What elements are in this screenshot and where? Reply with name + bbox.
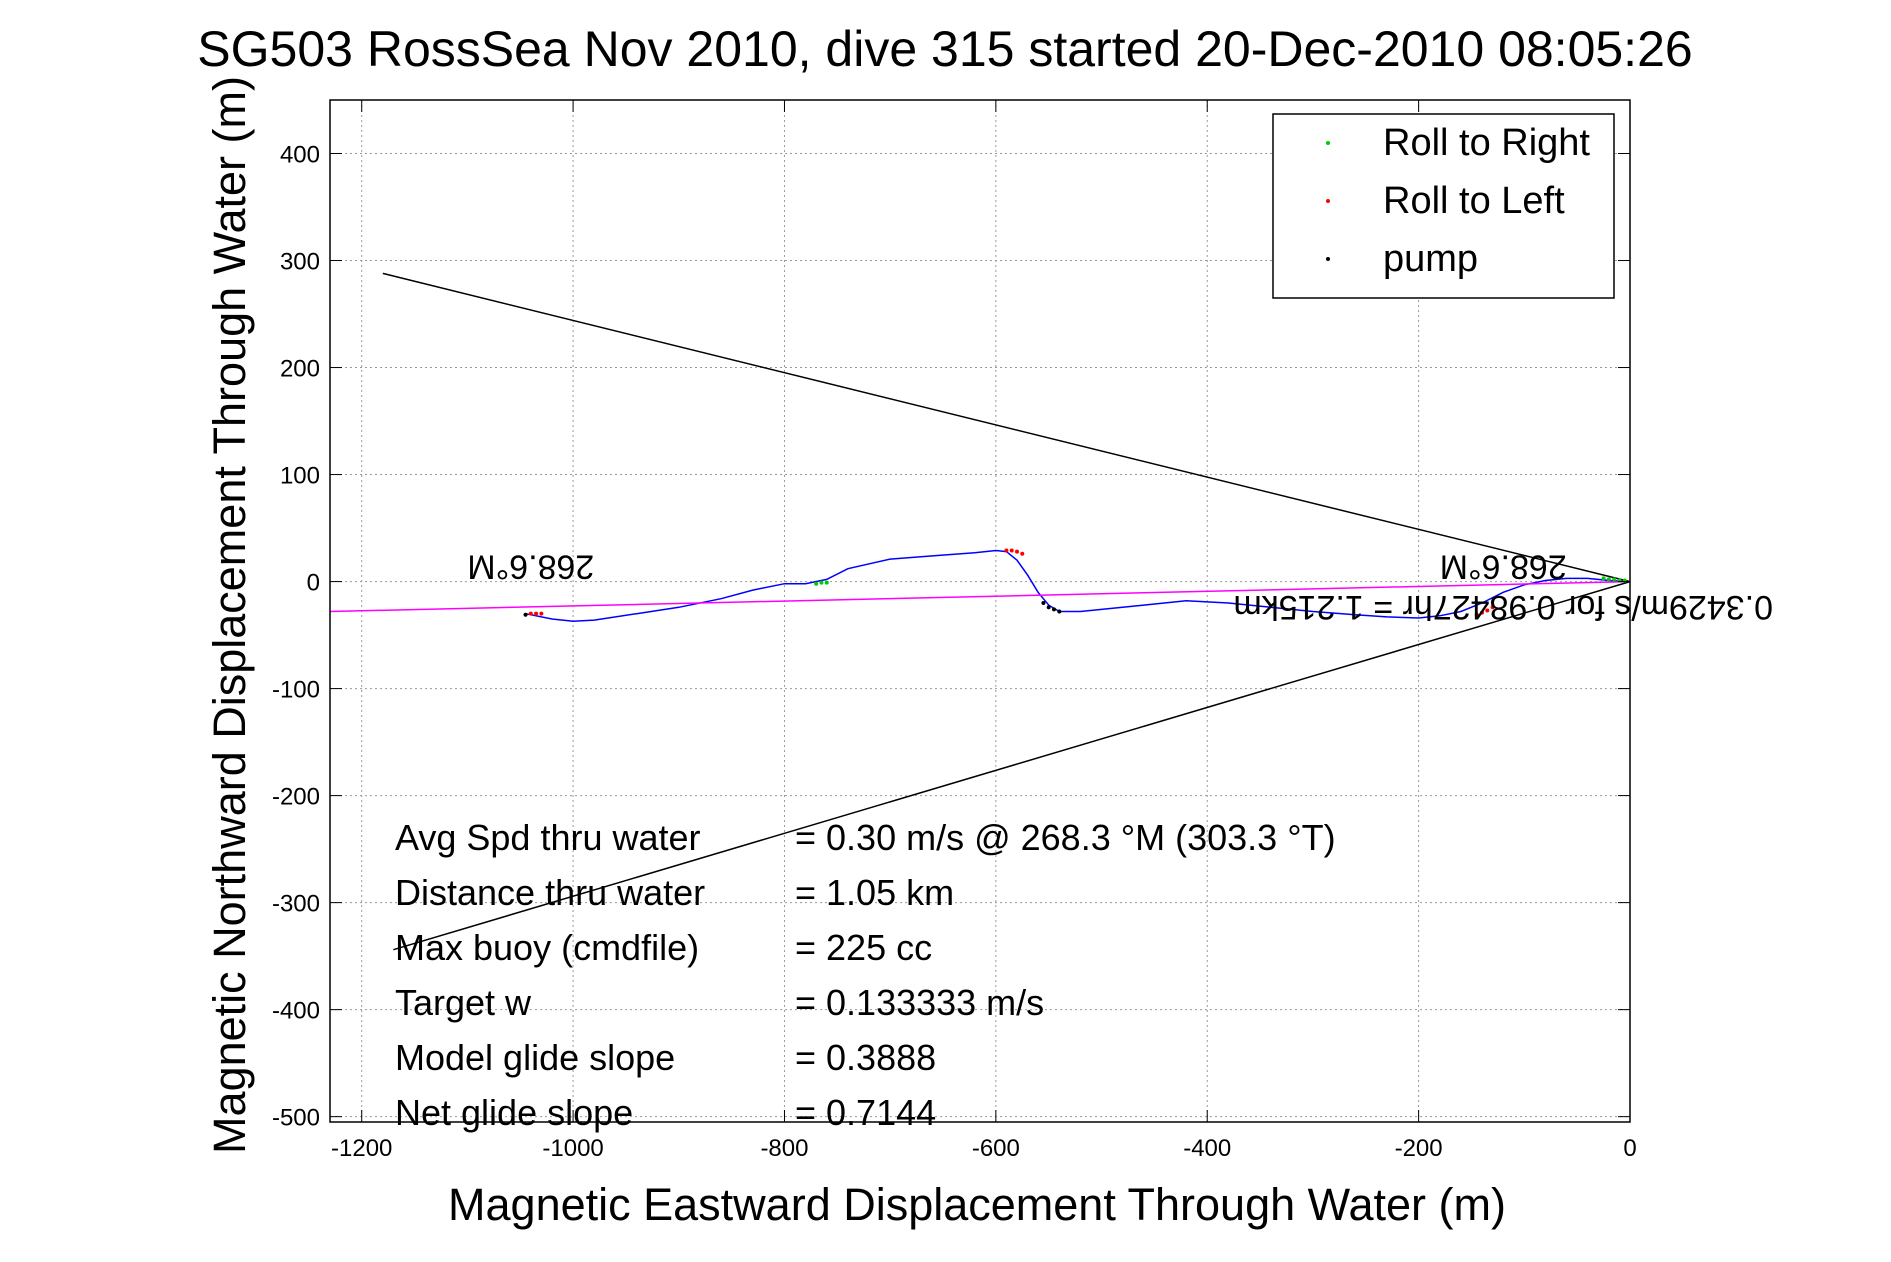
legend-box: [1272, 113, 1615, 299]
summary-label: Avg Spd thru water: [395, 817, 701, 858]
roll-left-marker: [1009, 548, 1014, 553]
y-tick-label: 400: [280, 142, 320, 169]
pump-marker: [523, 612, 528, 617]
summary-value: = 0.133333 m/s: [795, 982, 1044, 1023]
summary-value: = 225 cc: [795, 927, 932, 968]
y-tick-label: -100: [272, 677, 320, 704]
pump-marker: [1051, 607, 1056, 612]
legend-entry-label: Roll to Left: [1383, 180, 1565, 222]
pump-marker: [1041, 600, 1046, 605]
x-tick-label: 0: [1623, 1135, 1636, 1162]
chart-title: SG503 RossSea Nov 2010, dive 315 started…: [197, 21, 1692, 77]
y-tick-label: -200: [272, 784, 320, 811]
summary-label: Net glide slope: [395, 1092, 633, 1133]
roll-left-marker: [534, 611, 539, 616]
plot-frame: [329, 99, 1631, 1123]
roll-right-marker: [1612, 577, 1617, 582]
legend-entry-label: Roll to Right: [1383, 122, 1590, 164]
series-layer: [329, 272, 1631, 951]
annotation-speed-note: 0.3429m/s for 0.98427hr = 1.215km: [1233, 588, 1773, 626]
annotation-layer: 268.6°M 268.6°M0.3429m/s for 0.98427hr = …: [467, 548, 1773, 627]
y-tick-label: -400: [272, 998, 320, 1025]
marker-layer: [523, 548, 1627, 617]
legend-marker: [1326, 257, 1330, 261]
roll-left-marker: [1474, 612, 1479, 617]
roll-left-marker: [1004, 548, 1009, 553]
pump-marker: [1046, 605, 1051, 610]
pump-marker: [1057, 609, 1062, 614]
x-tick-label: -400: [1183, 1135, 1231, 1162]
summary-value: = 0.7144: [795, 1092, 936, 1133]
roll-left-marker: [1480, 610, 1485, 615]
cone-lower-line: [393, 580, 1631, 951]
axis-ticks: -1200 -1000 -800 -600 -400 -200 0 400 300 200 100 0…: [272, 100, 1637, 1162]
summary-block: Avg Spd thru water = 0.30 m/s @ 268.3 °M …: [395, 817, 1336, 1133]
y-tick-label: -300: [272, 891, 320, 918]
y-tick-label: 100: [280, 463, 320, 490]
x-tick-label: -1200: [331, 1135, 392, 1162]
summary-label: Distance thru water: [395, 872, 705, 913]
annotation-heading-left: 268.6°M: [467, 548, 594, 586]
cone-upper-line: [382, 272, 1631, 583]
roll-left-marker: [1020, 551, 1025, 556]
roll-left-marker: [539, 611, 544, 616]
x-tick-label: -600: [972, 1135, 1020, 1162]
x-tick-label: -800: [760, 1135, 808, 1162]
grid-lines: [330, 100, 1631, 1122]
summary-value: = 0.30 m/s @ 268.3 °M (303.3 °T): [795, 817, 1336, 858]
y-tick-label: -500: [272, 1105, 320, 1132]
roll-left-marker: [1014, 549, 1019, 554]
roll-right-marker: [814, 581, 819, 586]
annotation-heading-right: 268.6°M: [1440, 548, 1567, 586]
y-tick-label: 0: [307, 570, 320, 597]
roll-left-marker: [528, 611, 533, 616]
summary-label: Model glide slope: [395, 1037, 675, 1078]
legend: Roll to Right Roll to Left pump: [1272, 113, 1615, 299]
x-tick-label: -200: [1395, 1135, 1443, 1162]
y-tick-label: 200: [280, 356, 320, 383]
heading-line-line: [329, 580, 1631, 613]
roll-right-marker: [824, 580, 829, 585]
legend-marker: [1326, 141, 1330, 145]
legend-marker: [1326, 199, 1330, 203]
x-axis-label: Magnetic Eastward Displacement Through W…: [448, 1179, 1506, 1230]
roll-right-marker: [1606, 577, 1611, 582]
legend-entry-label: pump: [1383, 238, 1478, 280]
roll-left-marker: [1485, 608, 1490, 613]
y-tick-label: 300: [280, 249, 320, 276]
summary-value: = 1.05 km: [795, 872, 954, 913]
roll-left-marker: [1490, 605, 1495, 610]
roll-right-marker: [1601, 576, 1606, 581]
summary-label: Target w: [395, 982, 532, 1023]
y-axis-label: Magnetic Northward Displacement Through …: [204, 76, 255, 1154]
roll-right-marker: [819, 580, 824, 585]
summary-value: = 0.3888: [795, 1037, 936, 1078]
x-tick-label: -1000: [542, 1135, 603, 1162]
summary-label: Max buoy (cmdfile): [395, 927, 699, 968]
